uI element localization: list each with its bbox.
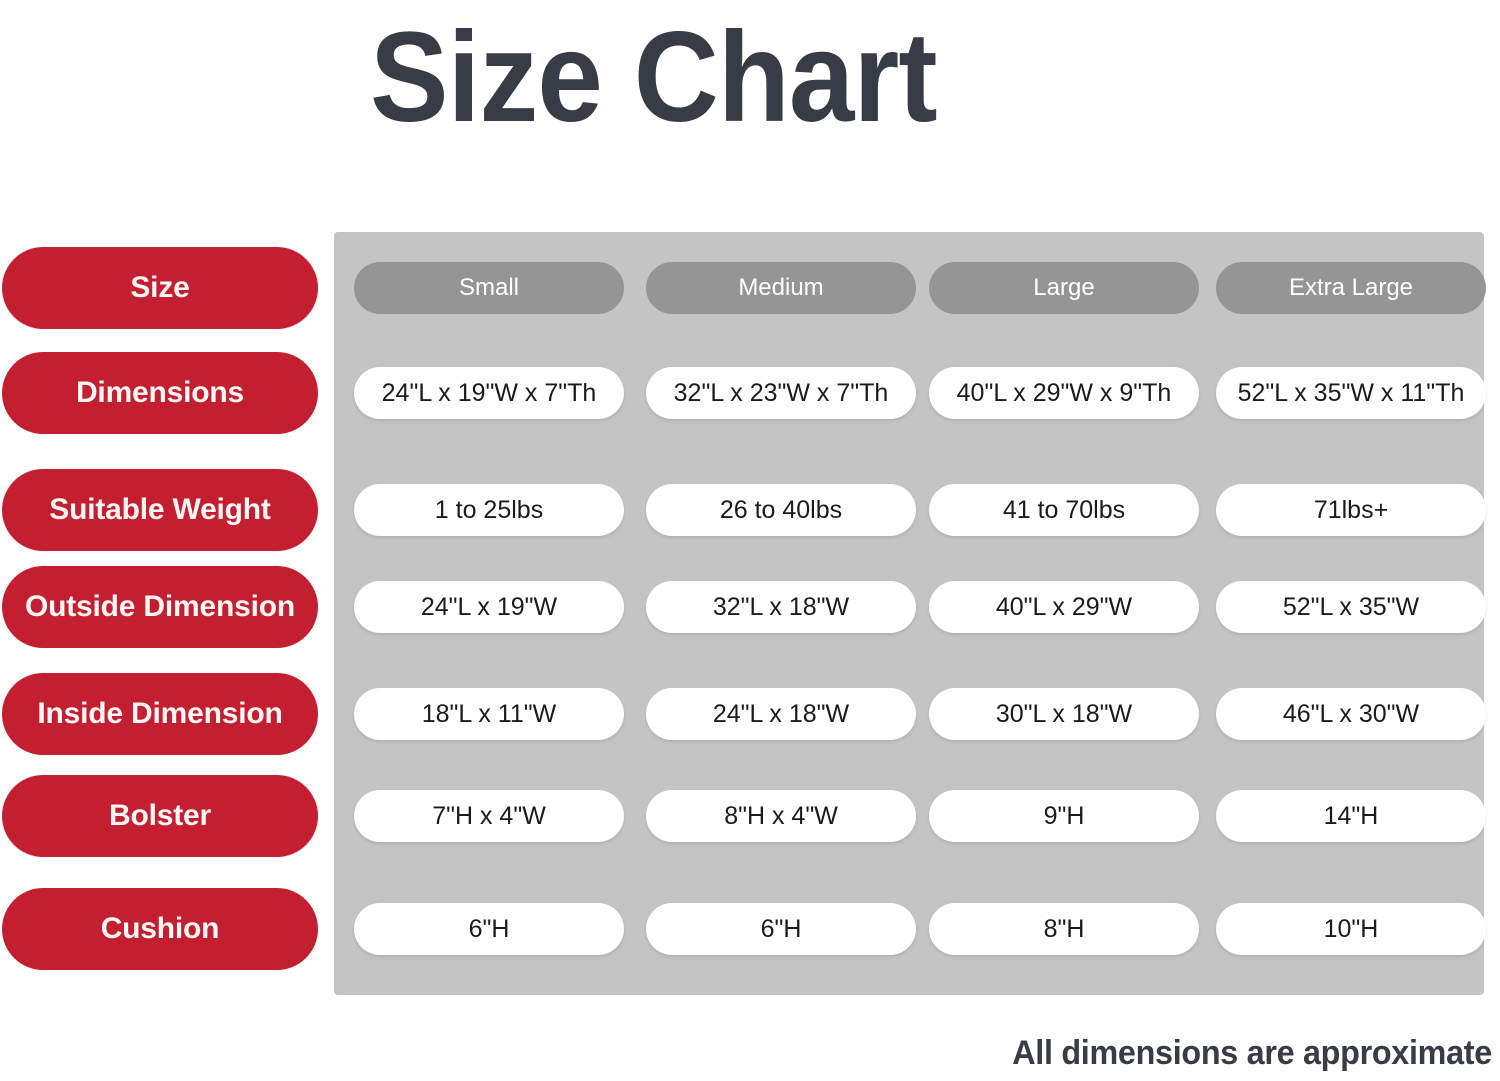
page-title: Size Chart — [370, 6, 938, 149]
cell-suitable-weight-small: 1 to 25lbs — [354, 484, 624, 536]
row-label-size: Size — [2, 247, 318, 329]
row-label-bolster: Bolster — [2, 775, 318, 857]
row-label-suitable-weight: Suitable Weight — [2, 469, 318, 551]
cell-dimensions-extra-large: 52"L x 35"W x 11"Th — [1216, 367, 1486, 419]
cell-dimensions-medium: 32"L x 23"W x 7"Th — [646, 367, 916, 419]
cell-dimensions-small: 24"L x 19"W x 7"Th — [354, 367, 624, 419]
cell-cushion-medium: 6"H — [646, 903, 916, 955]
cell-bolster-medium: 8"H x 4"W — [646, 790, 916, 842]
cell-suitable-weight-medium: 26 to 40lbs — [646, 484, 916, 536]
row-label-column: Size Dimensions Suitable Weight Outside Dim… — [2, 232, 318, 995]
cell-suitable-weight-large: 41 to 70lbs — [929, 484, 1199, 536]
cell-outside-dimension-extra-large: 52"L x 35"W — [1216, 581, 1486, 633]
cell-outside-dimension-small: 24"L x 19"W — [354, 581, 624, 633]
cell-inside-dimension-extra-large: 46"L x 30"W — [1216, 688, 1486, 740]
cell-suitable-weight-extra-large: 71lbs+ — [1216, 484, 1486, 536]
cell-bolster-large: 9"H — [929, 790, 1199, 842]
cell-cushion-extra-large: 10"H — [1216, 903, 1486, 955]
column-header-medium: Medium — [646, 262, 916, 314]
row-label-inside-dimension: Inside Dimension — [2, 673, 318, 755]
row-label-cushion: Cushion — [2, 888, 318, 970]
cell-outside-dimension-medium: 32"L x 18"W — [646, 581, 916, 633]
column-header-large: Large — [929, 262, 1199, 314]
column-header-extra-large: Extra Large — [1216, 262, 1486, 314]
row-label-dimensions: Dimensions — [2, 352, 318, 434]
cell-cushion-large: 8"H — [929, 903, 1199, 955]
footer-note: All dimensions are approximate — [1012, 1034, 1492, 1072]
cell-inside-dimension-small: 18"L x 11"W — [354, 688, 624, 740]
row-label-outside-dimension: Outside Dimension — [2, 566, 318, 648]
cell-dimensions-large: 40"L x 29"W x 9"Th — [929, 367, 1199, 419]
cell-cushion-small: 6"H — [354, 903, 624, 955]
cell-bolster-extra-large: 14"H — [1216, 790, 1486, 842]
cell-inside-dimension-medium: 24"L x 18"W — [646, 688, 916, 740]
cell-inside-dimension-large: 30"L x 18"W — [929, 688, 1199, 740]
size-chart-grid: Small Medium Large Extra Large 24"L x 19"W x… — [334, 232, 1486, 995]
cell-bolster-small: 7"H x 4"W — [354, 790, 624, 842]
cell-outside-dimension-large: 40"L x 29"W — [929, 581, 1199, 633]
column-header-small: Small — [354, 262, 624, 314]
